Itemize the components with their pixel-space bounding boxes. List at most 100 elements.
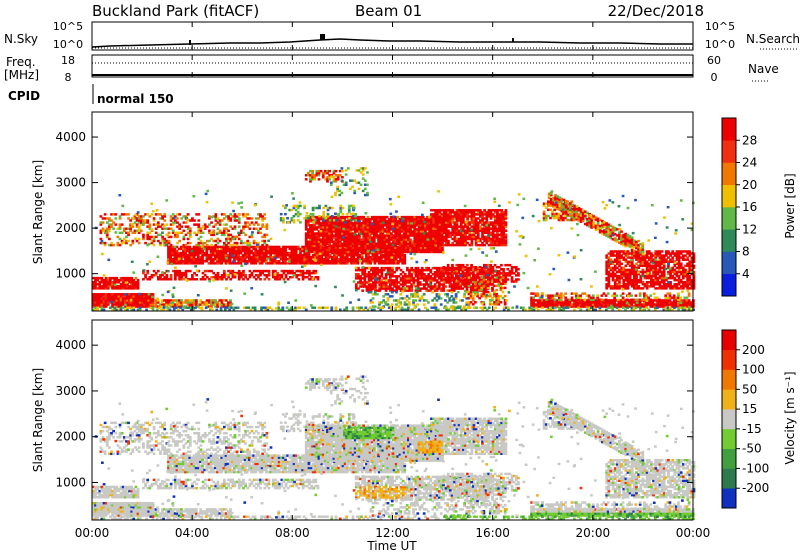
power-cell (244, 234, 247, 236)
power-cell (176, 217, 179, 219)
power-cell (364, 167, 367, 169)
power-cell (438, 293, 441, 295)
power-cell (170, 236, 173, 238)
power-cell (312, 213, 315, 215)
power-data (92, 167, 695, 311)
noise-tick-right-low: 10^0 (705, 38, 735, 51)
power-cell (170, 244, 173, 246)
power-cell (505, 234, 508, 236)
power-cell (246, 213, 249, 215)
power-cell (305, 178, 308, 180)
power-cell (431, 291, 434, 293)
power-cell (433, 303, 436, 305)
power-cell (263, 240, 266, 242)
power-cell (142, 234, 145, 236)
power-cell (202, 232, 205, 234)
noise-tick-left-high: 10^5 (53, 20, 83, 33)
noise-tick-left-low: 10^0 (53, 38, 83, 51)
power-cell (318, 215, 321, 217)
power-cell (423, 293, 426, 295)
power-cell (475, 266, 478, 268)
power-cell (372, 297, 375, 299)
power-cell (447, 264, 450, 266)
power-cell (461, 299, 464, 301)
power-cell (189, 270, 192, 272)
power-cell (197, 219, 200, 221)
power-cell (138, 242, 141, 244)
power-cell (341, 192, 344, 194)
power-cell (268, 270, 271, 272)
power-cell (112, 227, 115, 229)
power-cell (505, 209, 508, 211)
power-cell (399, 293, 402, 295)
power-cell (342, 213, 345, 215)
power-cell (352, 205, 355, 207)
power-cell (366, 192, 369, 194)
power-cell (455, 301, 458, 303)
power-cell (219, 240, 222, 242)
power-cell (284, 207, 287, 209)
power-cell (263, 213, 266, 215)
power-cell (157, 221, 160, 223)
power-cell (286, 217, 289, 219)
power-cell (153, 217, 156, 219)
power-cell (280, 213, 283, 215)
power-cell (236, 242, 239, 244)
power-cell (223, 270, 226, 272)
power-cell (446, 293, 449, 295)
power-cell (251, 217, 254, 219)
power-cell (351, 186, 354, 188)
power-cell (170, 274, 173, 276)
power-cell (376, 293, 379, 295)
power-cell (266, 244, 269, 246)
power-cell (341, 176, 344, 178)
power-cell (303, 205, 306, 207)
power-cell (234, 225, 237, 227)
power-cell (314, 219, 317, 221)
power-cell (195, 274, 198, 276)
nave-tick-high: 60 (707, 54, 721, 67)
power-cell (440, 297, 443, 299)
power-cell (157, 270, 160, 272)
power-cell (152, 293, 155, 295)
power-cell (364, 179, 367, 181)
power-cell (197, 223, 200, 225)
power-cell (299, 205, 302, 207)
power-cell (345, 173, 348, 175)
power-cell (257, 223, 260, 225)
power-cell (361, 289, 364, 291)
power-cell (395, 291, 398, 293)
freq-tick-low: 8 (65, 71, 72, 84)
power-cell (449, 280, 452, 282)
power-cell (423, 303, 426, 305)
power-cell (299, 221, 302, 223)
power-cell (266, 234, 269, 236)
power-cell (193, 219, 196, 221)
power-cell (391, 295, 394, 297)
power-cell (399, 301, 402, 303)
power-cell (502, 268, 505, 270)
power-cell (299, 213, 302, 215)
power-cell (244, 274, 247, 276)
power-cell (293, 219, 296, 221)
power-cell (408, 301, 411, 303)
power-cell (208, 215, 211, 217)
power-cell (345, 182, 348, 184)
power-cell (403, 254, 406, 256)
power-cell (214, 213, 217, 215)
power-cell (350, 219, 353, 221)
power-cell (151, 213, 154, 215)
power-cell (284, 213, 287, 215)
power-cell (217, 272, 220, 274)
power-cell (391, 291, 394, 293)
power-cell (259, 278, 262, 280)
power-cell (360, 184, 363, 186)
power-cell (335, 170, 338, 172)
power-cell (331, 207, 334, 209)
power-cell (450, 291, 453, 293)
freq-nave-panel: Freq. [MHz] 18 8 60 0 Nave (4, 54, 779, 84)
power-cell (146, 219, 149, 221)
power-cell (511, 276, 514, 278)
power-cell (227, 230, 230, 232)
